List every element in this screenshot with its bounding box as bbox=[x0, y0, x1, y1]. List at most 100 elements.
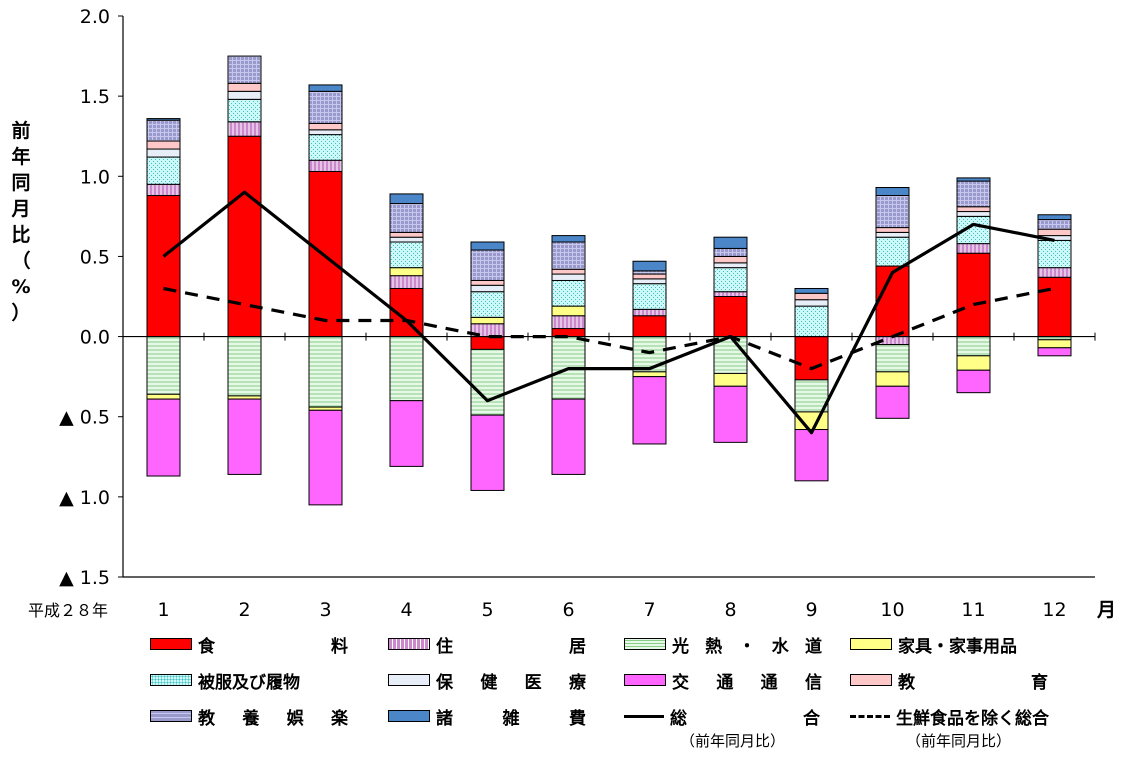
bar-segment-5-2 bbox=[470, 348, 505, 416]
bar-segment-4-8 bbox=[389, 203, 424, 233]
legend-swatch-7 bbox=[850, 674, 892, 686]
legend-item-5: 保健医療 bbox=[388, 666, 586, 694]
legend-sublabel-10: （前年同月比） bbox=[680, 732, 786, 750]
legend-swatch-6 bbox=[624, 674, 666, 686]
x-tick-label-12: 12 bbox=[1042, 599, 1066, 621]
bar-segment-6-3 bbox=[551, 305, 586, 317]
legend-item-10: 総合 bbox=[624, 702, 820, 730]
bar-segment-11-2 bbox=[956, 336, 991, 357]
y-label-char-2: 同 bbox=[11, 172, 31, 194]
legend-char: 雑 bbox=[502, 708, 520, 729]
bar-segment-3-1 bbox=[308, 159, 343, 172]
x-tick-label-2: 2 bbox=[238, 599, 250, 621]
y-label-char-7: ） bbox=[11, 302, 31, 324]
legend-char: 通 bbox=[716, 672, 734, 693]
legend-char: 保 bbox=[436, 672, 453, 693]
bar-segment-7-2 bbox=[632, 336, 667, 373]
bar-segment-7-4 bbox=[632, 283, 667, 310]
x-tick-label-9: 9 bbox=[805, 599, 817, 621]
legend-swatch-0 bbox=[150, 638, 192, 650]
bar-segment-2-2 bbox=[227, 336, 262, 397]
bar-segment-6-5 bbox=[551, 273, 586, 281]
bar-segment-7-3 bbox=[632, 371, 667, 378]
line-series-1 bbox=[163, 286, 1055, 371]
legend-label-3: 家具・家事用品 bbox=[898, 636, 1017, 657]
legend-char: 光 bbox=[672, 636, 689, 657]
legend-swatch-2 bbox=[624, 638, 666, 650]
x-unit-label: 月 bbox=[1096, 599, 1116, 621]
legend-label-5: 保健医療 bbox=[436, 668, 586, 693]
bar-segment-2-8 bbox=[227, 55, 262, 84]
bar-segment-9-0 bbox=[794, 336, 829, 381]
bar-segment-11-6 bbox=[956, 369, 991, 394]
bar-segment-6-1 bbox=[551, 315, 586, 330]
bar-segment-10-6 bbox=[875, 385, 910, 419]
x-tick-label-3: 3 bbox=[319, 599, 331, 621]
bar-segment-4-9 bbox=[389, 193, 424, 205]
y-tick-label-7: ▲ 1.5 bbox=[59, 567, 110, 589]
x-prefix-label: 平成２８年 bbox=[28, 601, 108, 620]
legend-char: 楽 bbox=[330, 708, 348, 729]
legend-label-7: 教育 bbox=[898, 668, 1048, 693]
bar-segment-3-7 bbox=[308, 122, 343, 131]
bar-segment-2-6 bbox=[227, 398, 262, 475]
bar-segment-11-1 bbox=[956, 243, 991, 254]
y-label-char-3: 月 bbox=[11, 198, 31, 220]
legend-label-1: 住居 bbox=[436, 632, 586, 657]
legend-swatch-1 bbox=[388, 638, 430, 650]
bar-segment-11-3 bbox=[956, 355, 991, 371]
bar-segment-6-7 bbox=[551, 268, 586, 275]
bar-segment-4-3 bbox=[389, 267, 424, 277]
bar-segment-1-2 bbox=[146, 336, 181, 395]
legend-line-11 bbox=[850, 714, 890, 718]
x-tick-label-8: 8 bbox=[724, 599, 736, 621]
bar-segment-5-7 bbox=[470, 279, 505, 286]
bar-segment-3-4 bbox=[308, 134, 343, 161]
y-tick-label-3: 0.5 bbox=[80, 246, 110, 268]
bar-segment-10-9 bbox=[875, 187, 910, 197]
bars bbox=[146, 55, 1072, 506]
y-tick-label-2: 1.0 bbox=[80, 166, 110, 188]
bar-segment-11-7 bbox=[956, 206, 991, 213]
legend-char: 教 bbox=[198, 708, 215, 729]
y-tick-label-1: 1.5 bbox=[80, 86, 110, 108]
bar-segment-11-0 bbox=[956, 252, 991, 338]
legend-item-0: 食料 bbox=[150, 630, 348, 658]
bar-segment-5-9 bbox=[470, 241, 505, 251]
bar-segment-7-9 bbox=[632, 260, 667, 272]
legend-char: 交 bbox=[672, 672, 689, 693]
bar-segment-12-7 bbox=[1037, 228, 1072, 237]
x-tick-label-10: 10 bbox=[880, 599, 904, 621]
legend-swatch-8 bbox=[150, 710, 192, 722]
bar-segment-8-8 bbox=[713, 247, 748, 257]
axes bbox=[118, 15, 1096, 578]
bar-segment-8-0 bbox=[713, 296, 748, 338]
legend: 食料住居光熱・水道家具・家事用品 被服及び履物保健医療交通通信教育教養娯楽諸雑費総… bbox=[150, 630, 1090, 760]
bar-segment-1-8 bbox=[146, 119, 181, 142]
bar-segment-4-6 bbox=[389, 400, 424, 467]
x-tick-label-4: 4 bbox=[400, 599, 412, 621]
legend-sublabel-11: （前年同月比） bbox=[906, 732, 1012, 750]
bar-segment-1-3 bbox=[146, 393, 181, 400]
legend-label-0: 食料 bbox=[198, 632, 348, 657]
bar-segment-9-6 bbox=[794, 429, 829, 482]
legend-item-1: 住居 bbox=[388, 630, 586, 658]
bar-segment-8-1 bbox=[713, 291, 748, 298]
legend-line-10 bbox=[624, 714, 664, 718]
legend-swatch-4 bbox=[150, 674, 192, 686]
legend-item-7: 教育 bbox=[850, 666, 1048, 694]
bar-segment-12-6 bbox=[1037, 347, 1072, 357]
bar-segment-6-4 bbox=[551, 279, 586, 307]
legend-char: 住 bbox=[436, 636, 453, 657]
bar-segment-7-5 bbox=[632, 278, 667, 285]
legend-char: 健 bbox=[480, 672, 498, 693]
bar-segment-1-5 bbox=[146, 148, 181, 158]
bar-segment-5-5 bbox=[470, 284, 505, 293]
legend-char: 養 bbox=[242, 708, 260, 729]
bar-segment-1-9 bbox=[146, 118, 181, 121]
bar-segment-5-0 bbox=[470, 336, 505, 350]
bar-segment-3-2 bbox=[308, 336, 343, 408]
bar-segment-6-6 bbox=[551, 398, 586, 475]
y-tick-label-0: 2.0 bbox=[80, 6, 110, 28]
bar-segment-4-2 bbox=[389, 336, 424, 402]
